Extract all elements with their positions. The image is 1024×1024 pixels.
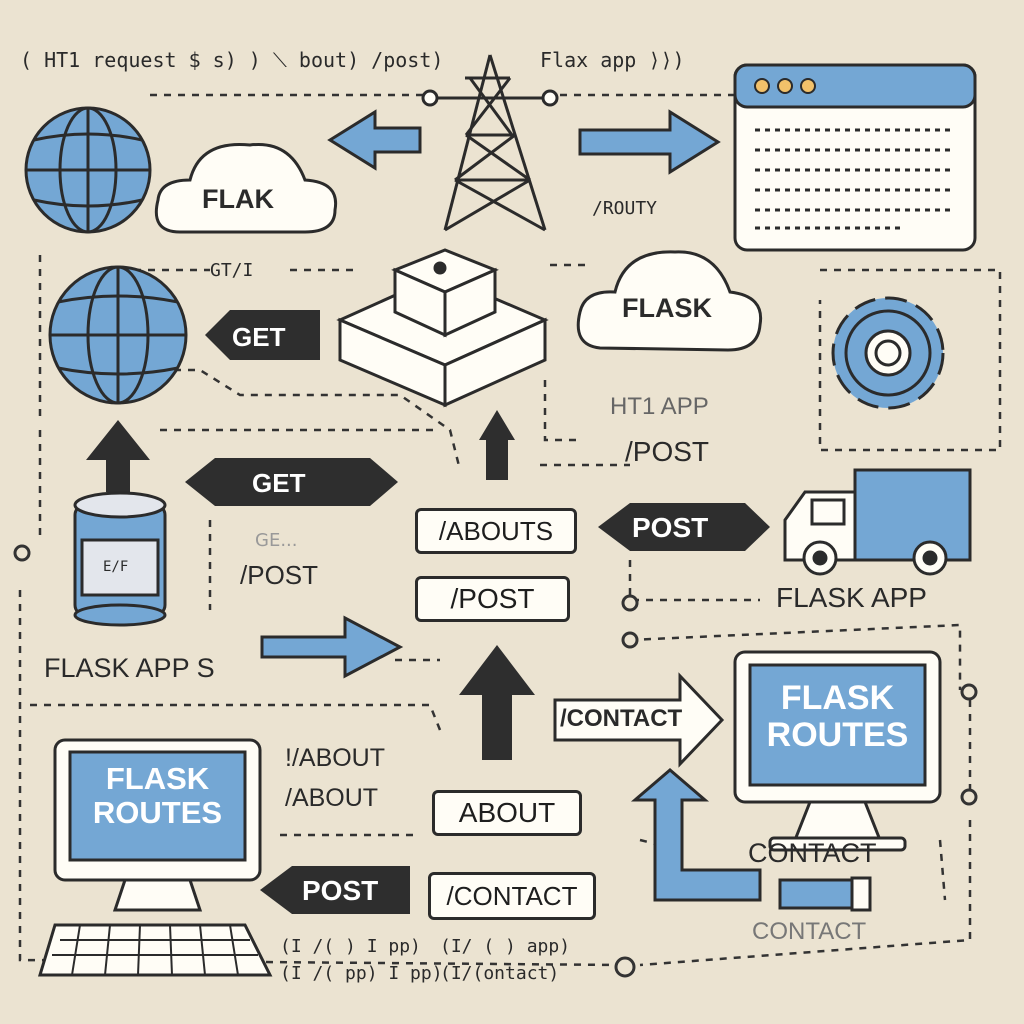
ht-app-note: HT1 APP xyxy=(610,393,709,420)
bottom-note: (I /( pp) I pp) xyxy=(280,963,443,984)
route-badge-abouts: /ABOUTS xyxy=(415,508,577,554)
monitor-title: FLASK ROUTES xyxy=(766,679,909,755)
flask-app-note: Flax app ⟩⟩) xyxy=(540,48,685,72)
cloud-icon xyxy=(576,250,763,352)
arrow-up-dark-icon xyxy=(459,645,535,760)
route-note: /ROUTY xyxy=(592,198,658,219)
dashed-connectors xyxy=(18,93,1002,967)
route-badge-contact-arrow: /CONTACT xyxy=(560,705,683,732)
arrow-right-icon xyxy=(260,615,404,679)
gear-icon xyxy=(831,296,945,410)
arrow-up-dark-icon xyxy=(86,420,150,492)
gt-note: GT/I xyxy=(210,260,254,281)
database-icon xyxy=(73,491,167,627)
about-note: /ABOUT xyxy=(285,784,379,812)
route-badge-contact: /CONTACT xyxy=(428,872,596,920)
contact-note: CONTACT xyxy=(748,838,877,868)
post-note: /POST xyxy=(625,436,710,467)
cloud-label-flak: FLAK xyxy=(202,184,274,214)
globe-icon xyxy=(24,106,152,234)
keyboard-icon xyxy=(37,923,273,977)
get-label: GET xyxy=(252,468,306,498)
connector-nodes xyxy=(13,544,978,978)
flask-app-label: FLASK APP S xyxy=(44,653,215,683)
bottom-note: (I/(ontact) xyxy=(440,963,560,984)
arrow-left-dark-icon xyxy=(598,503,770,551)
monitor-icon xyxy=(733,650,942,852)
arrow-up-dark-icon xyxy=(479,410,515,480)
arrow-right-outline-icon xyxy=(553,672,725,768)
route-badge-about: ABOUT xyxy=(432,790,582,836)
browser-window-icon xyxy=(733,63,977,252)
cloud-icon xyxy=(154,142,338,234)
cloud-label-flask: FLASK xyxy=(622,293,712,323)
about-note: !/ABOUT xyxy=(285,744,386,772)
route-badge-post: /POST xyxy=(415,576,570,622)
arrow-left-dark-icon xyxy=(260,866,410,914)
post-label: POST xyxy=(302,875,379,906)
http-request-note: ( HT1 request $ s) ) ⟍ bout) /post) xyxy=(20,48,444,72)
post-note: /POST xyxy=(240,560,319,590)
globe-icon xyxy=(48,265,188,405)
arrow-left-dark-icon xyxy=(205,310,320,360)
curved-arrow-icon xyxy=(630,768,762,902)
get-faint-note: GE... xyxy=(255,530,298,551)
cable-connector-icon xyxy=(778,876,872,912)
flask-app-label: FLASK APP xyxy=(776,582,927,613)
bottom-note: (I /( ) I pp) xyxy=(280,936,421,957)
bottom-note: (I/ ( ) app) xyxy=(440,936,571,957)
server-stack-icon xyxy=(336,248,549,408)
get-label: GET xyxy=(232,322,286,352)
transmission-tower-icon xyxy=(421,54,559,232)
database-label: E/F xyxy=(103,559,129,575)
contact-faint-note: CONTACT xyxy=(752,918,867,945)
arrow-double-dark-icon xyxy=(185,458,398,506)
delivery-truck-icon xyxy=(783,468,972,576)
arrow-left-icon xyxy=(327,109,422,171)
post-label: POST xyxy=(632,512,709,543)
monitor-icon xyxy=(53,738,262,912)
arrow-right-icon xyxy=(578,109,721,175)
monitor-title: FLASK ROUTES xyxy=(92,761,223,831)
